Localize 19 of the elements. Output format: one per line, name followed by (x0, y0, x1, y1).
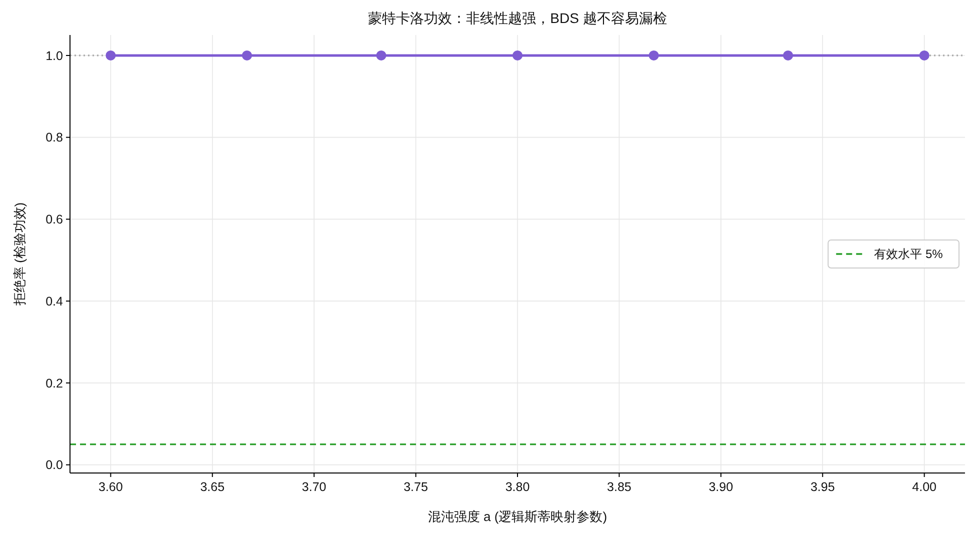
y-axis-title: 拒绝率 (检验功效) (12, 202, 27, 307)
x-tick-label: 3.80 (505, 480, 530, 494)
y-tick-label: 0.8 (46, 130, 64, 145)
x-tick-label: 3.65 (200, 480, 225, 494)
x-tick-label: 3.70 (302, 480, 326, 494)
chart-title: 蒙特卡洛功效：非线性越强，BDS 越不容易漏检 (368, 10, 667, 26)
y-tick-label: 0.0 (46, 458, 64, 472)
x-tick-label: 3.85 (607, 480, 632, 494)
x-tick-label: 3.60 (98, 480, 123, 494)
legend-label: 有效水平 5% (874, 247, 944, 262)
y-tick-label: 1.0 (46, 48, 64, 63)
x-axis-title: 混沌强度 a (逻辑斯蒂映射参数) (428, 509, 608, 524)
x-tick-label: 3.90 (708, 480, 734, 494)
y-tick-label: 0.4 (46, 294, 64, 308)
x-tick-label: 3.75 (404, 480, 428, 494)
y-tick-label: 0.2 (46, 376, 64, 390)
x-tick-label: 3.95 (810, 480, 835, 494)
y-tick-label: 0.6 (46, 212, 64, 227)
x-tick-label: 4.00 (912, 480, 937, 494)
